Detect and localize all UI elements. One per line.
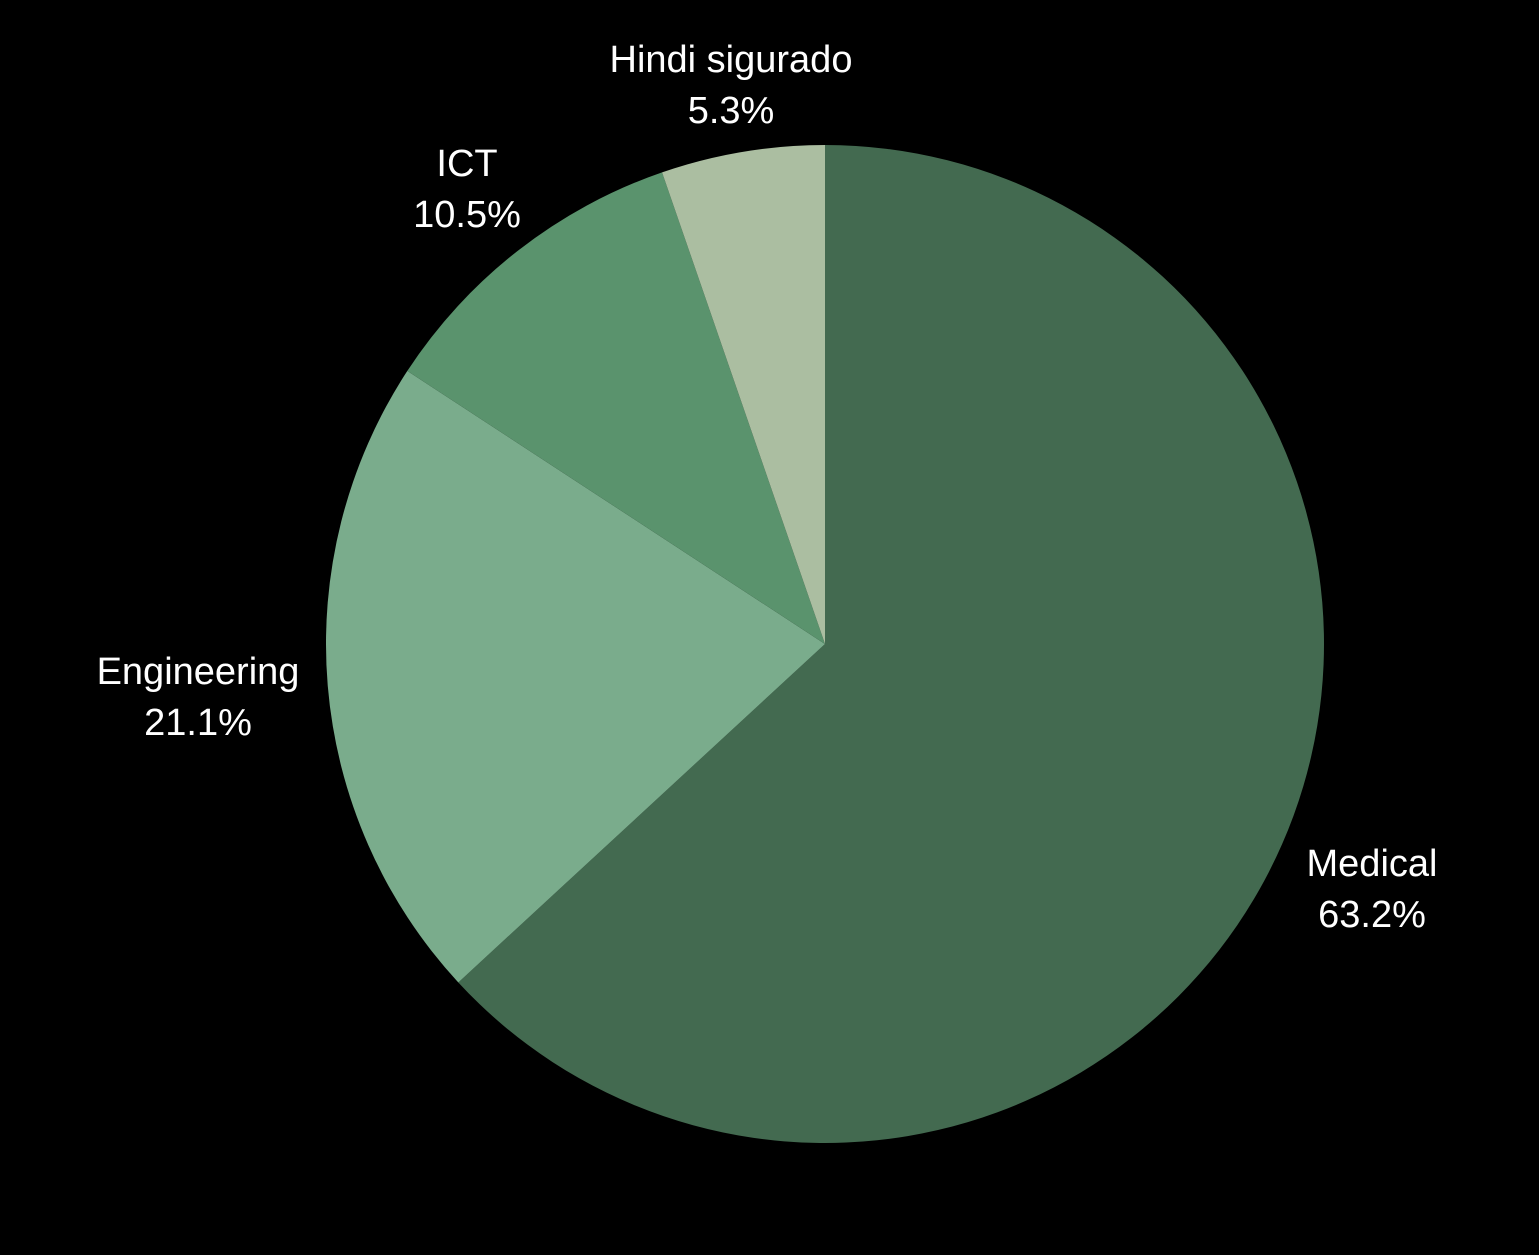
slice-label: ICT <box>436 143 497 185</box>
pie-slice-hindi-sigurado <box>662 145 825 644</box>
slice-label: Engineering <box>97 651 300 693</box>
pie-slice-medical <box>458 145 1324 1144</box>
pie-slice-engineering <box>325 370 825 983</box>
slice-value-label: 21.1% <box>144 702 252 744</box>
pie-slice-ict <box>407 172 825 645</box>
slice-value-label: 10.5% <box>413 194 521 236</box>
pie-slices <box>325 145 1324 1144</box>
pie-labels: Medical 63.2% Engineering 21.1% ICT 10.5% Hind… <box>97 39 1438 936</box>
slice-label: Medical <box>1307 843 1438 885</box>
slice-value-label: 63.2% <box>1318 894 1426 936</box>
slice-value-label: 5.3% <box>688 90 775 132</box>
slice-label: Hindi sigurado <box>610 39 853 81</box>
